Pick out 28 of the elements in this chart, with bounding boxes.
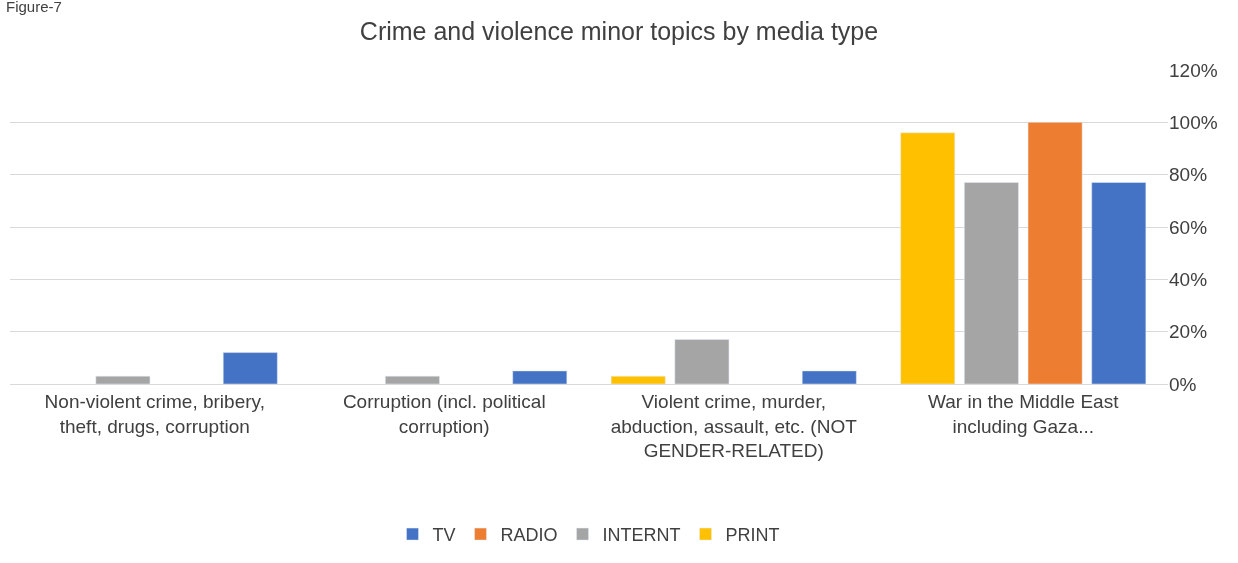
legend-label: TV <box>432 525 456 546</box>
bar <box>385 375 440 384</box>
legend-label: INTERNT <box>602 525 681 546</box>
x-tick-label: War in the Middle East including Gaza... <box>928 390 1120 437</box>
y-tick-label: 0% <box>1169 373 1197 395</box>
bar <box>801 370 857 384</box>
legend-label: RADIO <box>500 525 558 546</box>
chart-title: Crime and violence minor topics by media type <box>359 17 879 46</box>
y-tick-label: 60% <box>1169 216 1208 238</box>
bar <box>1091 182 1147 384</box>
bar <box>512 370 568 384</box>
bar <box>1027 122 1083 384</box>
bar <box>222 352 278 384</box>
bar <box>900 132 956 384</box>
y-tick-label: 100% <box>1169 111 1218 133</box>
y-tick-label: 40% <box>1169 268 1208 290</box>
y-tick-label: 80% <box>1169 164 1208 186</box>
legend-label: PRINT <box>725 525 780 546</box>
text: Figure-7 <box>6 0 62 15</box>
bar <box>964 182 1019 384</box>
x-tick-label: Corruption (incl. political corruption) <box>342 390 546 437</box>
bar <box>674 339 730 384</box>
y-tick-label: 120% <box>1169 59 1218 81</box>
y-tick-label: 20% <box>1169 321 1208 343</box>
bar <box>95 375 151 384</box>
bar <box>610 375 666 384</box>
x-tick-label: Non-violent crime, bribery, theft, drugs, corruption <box>44 390 265 437</box>
x-tick-label: Violent crime, murder, abduction, assault, etc. (NOT GENDER-RELATED) <box>610 390 858 462</box>
